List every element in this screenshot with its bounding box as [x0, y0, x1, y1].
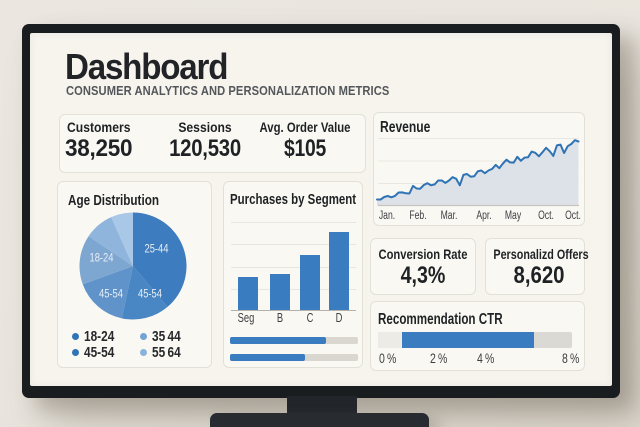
svg-text:45-54: 45-54	[138, 287, 162, 301]
svg-text:25-44: 25-44	[145, 242, 169, 256]
svg-text:18-24: 18-24	[90, 251, 114, 265]
svg-text:45-54: 45-54	[99, 287, 123, 301]
